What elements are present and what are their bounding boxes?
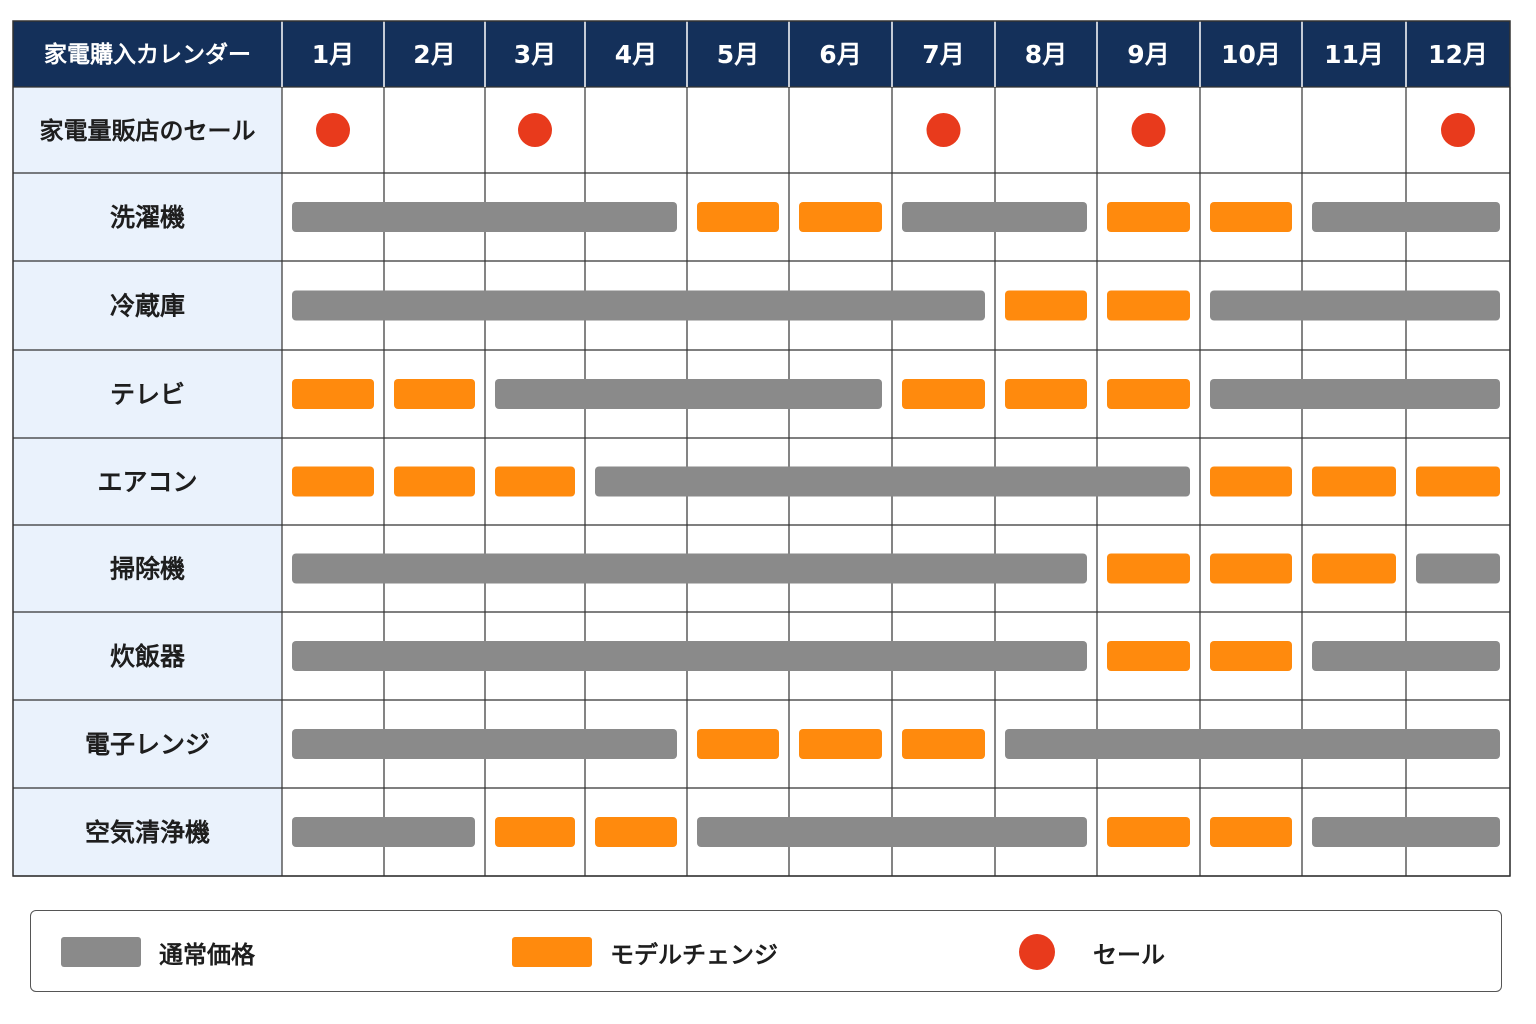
- row-label: 冷蔵庫: [110, 292, 185, 321]
- bar-model-change: [1107, 553, 1190, 584]
- header-background: [13, 21, 1510, 87]
- bar-model-change: [1210, 817, 1292, 847]
- bar-model-change: [799, 202, 882, 232]
- month-header: 7月: [922, 40, 964, 69]
- bar-model-change: [1312, 553, 1396, 584]
- row-label: 掃除機: [110, 555, 185, 584]
- bar-normal-price: [595, 466, 1190, 497]
- bar-model-change: [697, 729, 779, 759]
- sale-dot: [518, 113, 552, 147]
- bar-model-change: [495, 466, 575, 497]
- bar-normal-price: [1210, 379, 1500, 409]
- month-header: 12月: [1428, 40, 1488, 69]
- row-label: 空気清浄機: [85, 818, 210, 847]
- bar-model-change: [1210, 553, 1292, 584]
- legend-swatch-model-change: [512, 937, 592, 967]
- table-border: [12, 20, 1511, 877]
- bar-model-change: [595, 817, 677, 847]
- row-label: 洗濯機: [110, 203, 185, 232]
- bar-normal-price: [697, 817, 1087, 847]
- bar-model-change: [1005, 379, 1087, 409]
- bar-normal-price: [902, 202, 1087, 232]
- legend-label-normal: 通常価格: [159, 940, 255, 969]
- bar-model-change: [1107, 641, 1190, 671]
- month-header: 1月: [312, 40, 354, 69]
- bar-normal-price: [292, 290, 985, 321]
- bar-model-change: [1107, 817, 1190, 847]
- legend-swatch-normal: [61, 937, 141, 967]
- month-header: 4月: [615, 40, 657, 69]
- bar-model-change: [902, 379, 985, 409]
- month-header: 10月: [1221, 40, 1281, 69]
- month-header: 6月: [819, 40, 861, 69]
- bar-normal-price: [1210, 290, 1500, 321]
- bar-model-change: [1210, 202, 1292, 232]
- legend-item-sale: セール: [1019, 911, 1165, 993]
- legend: 通常価格 モデルチェンジ セール: [30, 910, 1502, 992]
- bar-model-change: [1107, 202, 1190, 232]
- bar-normal-price: [1312, 817, 1500, 847]
- sale-dot: [1441, 113, 1475, 147]
- bar-model-change: [1312, 466, 1396, 497]
- row-label: 電子レンジ: [85, 730, 210, 759]
- sale-dot: [1131, 113, 1166, 147]
- sale-dot: [926, 113, 961, 147]
- row-label: テレビ: [110, 380, 185, 409]
- month-header: 9月: [1127, 40, 1169, 69]
- calendar-title: 家電購入カレンダー: [44, 41, 251, 68]
- month-header: 8月: [1025, 40, 1067, 69]
- purchase-calendar-chart: 家電購入カレンダー 1月 2月 3月 4月 5月 6月 7月 8月 9月 10月 11月 12月家電量販…: [12, 20, 1511, 877]
- bar-normal-price: [292, 729, 677, 759]
- legend-label-model-change: モデルチェンジ: [610, 940, 778, 969]
- bar-normal-price: [1416, 553, 1500, 584]
- row-label: 炊飯器: [110, 642, 186, 671]
- bar-model-change: [495, 817, 575, 847]
- bar-model-change: [1210, 641, 1292, 671]
- month-header: 5月: [717, 40, 759, 69]
- month-header: 2月: [413, 40, 455, 69]
- bar-normal-price: [292, 641, 1087, 671]
- bar-model-change: [394, 379, 475, 409]
- month-header: 11月: [1324, 40, 1384, 69]
- legend-label-sale: セール: [1093, 940, 1165, 969]
- bar-normal-price: [1312, 641, 1500, 671]
- bar-normal-price: [292, 817, 475, 847]
- month-header: 3月: [514, 40, 556, 69]
- bar-model-change: [1210, 466, 1292, 497]
- legend-item-normal: 通常価格: [61, 911, 255, 993]
- bar-model-change: [1416, 466, 1500, 497]
- bar-normal-price: [1005, 729, 1500, 759]
- legend-item-model-change: モデルチェンジ: [512, 911, 778, 993]
- bar-model-change: [292, 379, 374, 409]
- bar-normal-price: [292, 553, 1087, 584]
- bar-normal-price: [1312, 202, 1500, 232]
- bar-model-change: [1005, 290, 1087, 321]
- label-column-background: [13, 87, 282, 876]
- row-label-sale: 家電量販店のセール: [40, 117, 256, 145]
- bar-normal-price: [495, 379, 882, 409]
- row-label: エアコン: [97, 468, 197, 497]
- legend-dot-sale: [1019, 934, 1055, 970]
- bar-model-change: [394, 466, 475, 497]
- bar-model-change: [292, 466, 374, 497]
- bar-model-change: [1107, 379, 1190, 409]
- bar-model-change: [697, 202, 779, 232]
- bar-model-change: [1107, 290, 1190, 321]
- sale-dot: [316, 113, 350, 147]
- bar-model-change: [799, 729, 882, 759]
- bar-model-change: [902, 729, 985, 759]
- bar-normal-price: [292, 202, 677, 232]
